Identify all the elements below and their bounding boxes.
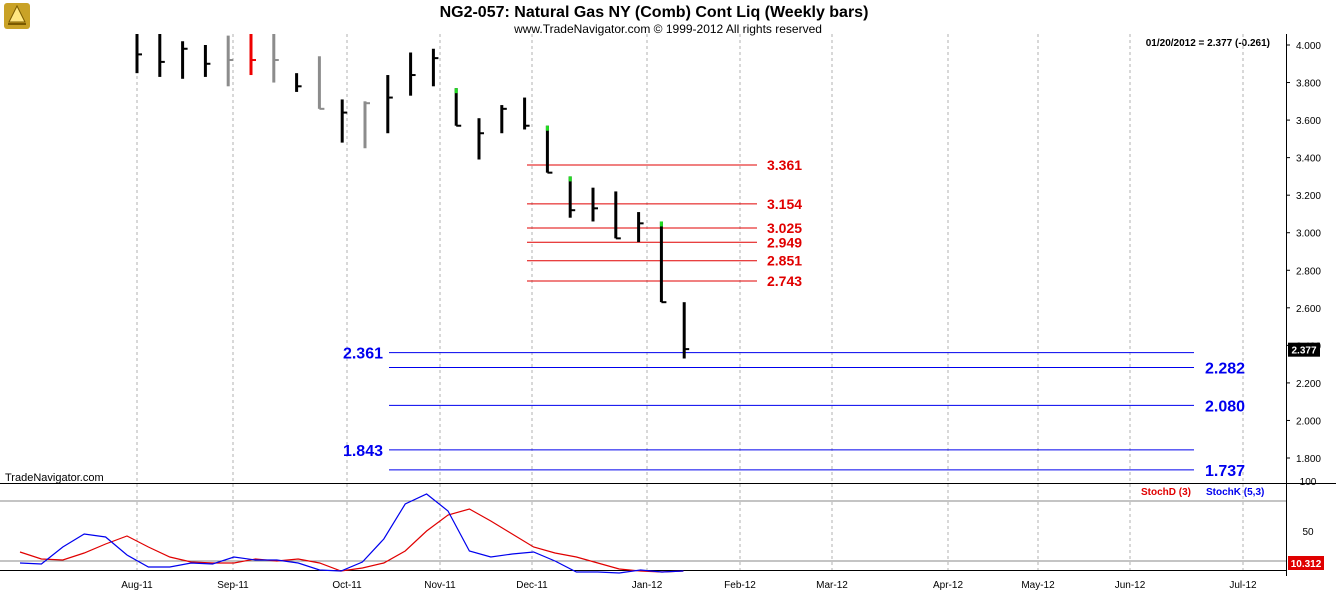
price-last-tag-text: 2.377: [1291, 346, 1316, 357]
price-last-tag: [1288, 342, 1320, 357]
x-tick-label: Jun-12: [1115, 580, 1146, 591]
x-tick-label: Feb-12: [724, 580, 756, 591]
stoch-y-tick-label: 100: [1300, 477, 1317, 488]
y-tick-label: 4.000: [1296, 41, 1321, 52]
x-tick-label: Sep-11: [217, 580, 249, 591]
y-tick-label: 2.800: [1296, 266, 1321, 277]
blue-level-label: 1.843: [343, 443, 383, 460]
price-panel: [0, 34, 1286, 483]
x-tick-label: Nov-11: [424, 580, 456, 591]
tradenavigator-logo-icon: [4, 3, 30, 29]
y-tick-label: 1.800: [1296, 454, 1321, 465]
stoch-k-line: [19, 493, 684, 574]
x-tick-label: May-12: [1021, 580, 1055, 591]
stoch-last-tag-text: 10.312: [1291, 559, 1322, 570]
axes-labels: Aug-11 Sep-11 Oct-11 Nov-11 Dec-11 Jan-12 Feb-…: [121, 41, 1321, 591]
last-quote-readout: 01/20/2012 = 2.377 (-0.261): [1146, 38, 1270, 49]
x-tick-label: Apr-12: [933, 580, 963, 591]
blue-level-label: 2.361: [343, 346, 383, 363]
red-level-label: 3.025: [767, 220, 802, 236]
x-tick-label: Aug-11: [121, 580, 153, 591]
x-tick-label: Dec-11: [516, 580, 548, 591]
legend-stoch-k: StochK (5,3): [1206, 487, 1264, 498]
x-tick-label: Oct-11: [332, 580, 362, 591]
price-bars: [135, 34, 690, 359]
x-tick-label: Mar-12: [816, 580, 848, 591]
red-level-label: 2.851: [767, 253, 802, 269]
red-level-label: 3.154: [767, 196, 802, 212]
watermark: TradeNavigator.com: [5, 472, 104, 484]
y-tick-label: 3.200: [1296, 191, 1321, 202]
y-tick-label: 3.000: [1296, 229, 1321, 240]
stoch-d-line: [19, 508, 684, 573]
y-tick-label: 3.600: [1296, 116, 1321, 127]
stochastic-lines: [19, 493, 684, 574]
y-tick-label: 2.000: [1296, 416, 1321, 427]
x-tick-label: Jan-12: [632, 580, 663, 591]
stoch-last-tag: [1288, 556, 1324, 570]
y-tick-label: 2.200: [1296, 379, 1321, 390]
red-level-label: 3.361: [767, 157, 802, 173]
legend-stoch-d: StochD (3): [1141, 487, 1191, 498]
chart-subtitle: www.TradeNavigator.com © 1999-2012 All r…: [513, 22, 822, 36]
y-tick-label: 2.600: [1296, 304, 1321, 315]
blue-level-label: 2.080: [1205, 398, 1245, 415]
stoch-y-tick-label: 50: [1302, 527, 1314, 538]
y-tick-label: 3.400: [1296, 154, 1321, 165]
x-tick-label: Jul-12: [1229, 580, 1257, 591]
red-level-label: 2.949: [767, 234, 802, 250]
blue-level-label: 2.282: [1205, 361, 1245, 378]
grid-layer: [0, 34, 1286, 570]
chart-title: NG2-057: Natural Gas NY (Comb) Cont Liq …: [440, 4, 869, 21]
red-level-label: 2.743: [767, 273, 802, 289]
blue-level-label: 1.737: [1205, 463, 1245, 480]
y-tick-label: 3.800: [1296, 79, 1321, 90]
